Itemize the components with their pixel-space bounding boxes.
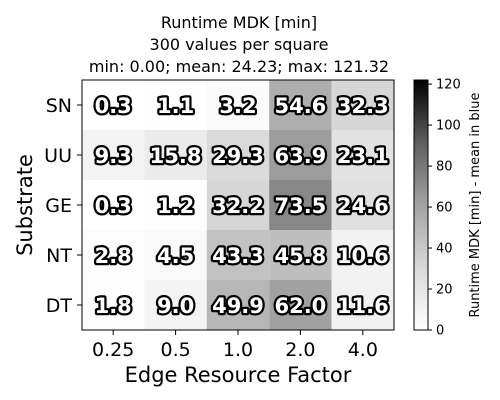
y-tick-label: GE (45, 195, 72, 217)
colorbar-label: Runtime MDK [min] - mean in blue (468, 92, 483, 317)
heatmap-cell (82, 230, 145, 280)
colorbar-tick-label: 120 (436, 78, 461, 93)
x-axis-ticks: 0.25 0.5 1.0 2.0 4.0 (92, 330, 378, 361)
cell-value-label: 2.8 (95, 244, 132, 268)
cell-value-label: 0.3 (95, 94, 132, 118)
cell-value-label: 9.3 (95, 144, 132, 168)
cell-value-label: 49.9 (212, 294, 264, 318)
cell-value-label: 1.1 (157, 94, 194, 118)
title-line-1: Runtime MDK [min] (161, 13, 317, 32)
heatmap-cell (206, 230, 270, 280)
cell-value-label: 73.5 (274, 194, 326, 218)
colorbar-tick-label: 100 (436, 119, 461, 134)
heatmap-cell (82, 280, 145, 330)
heatmap-cell (331, 230, 394, 280)
y-tick-label: NT (46, 245, 72, 267)
heatmap-cell-labels: 0.3 1.1 3.2 54.6 32.3 9.3 15.8 29.3 63.9 23.1 0.3 1… (92, 92, 391, 321)
cell-value-label: 43.3 (212, 244, 264, 268)
cell-value-label: 45.8 (274, 244, 326, 268)
y-axis-label: Substrate (13, 154, 37, 256)
x-axis-label: Edge Resource Factor (125, 363, 352, 387)
y-tick-label: DT (46, 295, 73, 317)
x-tick-label: 4.0 (348, 339, 378, 361)
heatmap-cell (144, 280, 207, 330)
heatmap-cell (269, 80, 332, 130)
chart-title: Runtime MDK [min] 300 values per square … (89, 13, 389, 76)
x-tick-label: 0.25 (92, 339, 134, 361)
cell-value-label: 3.2 (219, 94, 256, 118)
y-tick-label: SN (46, 95, 72, 117)
cell-value-label: 23.1 (337, 144, 389, 168)
heatmap-cell (144, 80, 207, 130)
colorbar-tick-label: 80 (436, 160, 453, 175)
colorbar-tick-label: 20 (436, 283, 453, 298)
y-axis-ticks: SN UU GE NT DT (44, 95, 82, 317)
cell-value-label: 0.3 (95, 194, 132, 218)
title-line-3: min: 0.00; mean: 24.23; max: 121.32 (89, 57, 389, 76)
cell-value-label: 32.3 (337, 94, 389, 118)
heatmap-cell (331, 130, 394, 180)
cell-value-label: 24.6 (337, 194, 389, 218)
cell-value-label: 11.6 (337, 294, 389, 318)
cell-value-label: 62.0 (274, 294, 326, 318)
x-tick-label: 2.0 (285, 339, 315, 361)
heatmap-cell (82, 130, 145, 180)
heatmap-cell (331, 280, 394, 330)
heatmap-cell (331, 80, 394, 130)
heatmap-cell (206, 180, 270, 230)
cell-value-label: 4.5 (157, 244, 194, 268)
x-tick-label: 0.5 (160, 339, 190, 361)
cell-value-label: 10.6 (337, 244, 389, 268)
cell-value-label: 32.2 (212, 194, 264, 218)
title-line-2: 300 values per square (150, 35, 329, 54)
cell-value-label: 63.9 (274, 144, 326, 168)
cell-value-label: 1.8 (95, 294, 132, 318)
heatmap-cell (269, 230, 332, 280)
heatmap-cell (331, 180, 394, 230)
heatmap-cell (144, 130, 207, 180)
x-tick-label: 1.0 (223, 339, 253, 361)
heatmap-cell (269, 280, 332, 330)
heatmap-cell (144, 180, 207, 230)
cell-value-label: 29.3 (212, 144, 264, 168)
heatmap-cell (82, 180, 145, 230)
cell-value-label: 9.0 (157, 294, 194, 318)
cell-value-label: 15.8 (150, 144, 202, 168)
heatmap-cell (144, 230, 207, 280)
cell-value-label: 54.6 (274, 94, 326, 118)
colorbar-ticks: 0 20 40 60 80 100 120 (428, 78, 461, 339)
heatmap-cell (206, 80, 270, 130)
colorbar-gradient (413, 79, 429, 331)
heatmap-cells (82, 80, 394, 330)
y-tick-label: UU (44, 145, 72, 167)
cell-value-label: 1.2 (157, 194, 194, 218)
colorbar-tick-label: 0 (436, 324, 444, 339)
heatmap-cell (269, 180, 332, 230)
heatmap-cell (82, 80, 145, 130)
colorbar-tick-label: 40 (436, 242, 453, 257)
heatmap-cell (206, 130, 270, 180)
colorbar: 0 20 40 60 80 100 120 Runtime MDK [min] - mean… (413, 78, 483, 339)
heatmap-cell (206, 280, 270, 330)
colorbar-tick-label: 60 (436, 201, 453, 216)
heatmap-cell (269, 130, 332, 180)
